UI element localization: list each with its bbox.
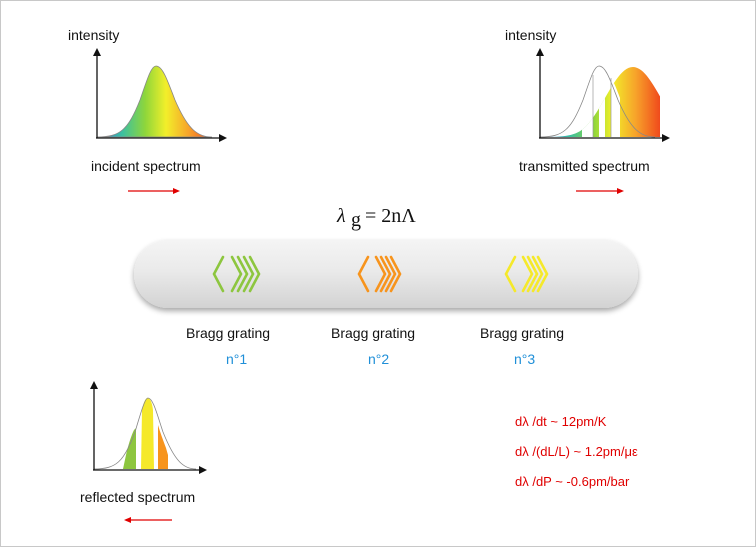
reflected-caption: reflected spectrum xyxy=(80,489,195,505)
bragg-grating-3-marker xyxy=(504,255,549,293)
bragg-equation: λ g = 2nΛ xyxy=(336,205,416,231)
grating-1-number: n°1 xyxy=(226,351,247,367)
grating-2-number: n°2 xyxy=(368,351,389,367)
reflected-peak-orange xyxy=(158,425,168,469)
transmitted-spectrum-plot: intensity transmitted spectrum xyxy=(505,27,670,194)
equation-lambda: λ xyxy=(336,205,346,227)
incident-caption: incident spectrum xyxy=(91,158,201,174)
transmitted-notch-3 xyxy=(611,78,620,137)
incident-spectrum-curve xyxy=(96,65,213,138)
reflected-envelope-curve xyxy=(93,397,197,470)
bragg-grating-1-marker xyxy=(212,255,261,293)
transmitted-axis-label: intensity xyxy=(505,27,556,43)
transmitted-arrow-head xyxy=(617,188,624,194)
reflected-spectrum-plot: reflected spectrum xyxy=(80,381,207,523)
transmitted-notch-1 xyxy=(582,75,593,137)
transmitted-caption: transmitted spectrum xyxy=(519,158,650,174)
reflected-arrow-head xyxy=(124,517,131,523)
sensitivity-temperature: dλ /dt ~ 12pm/K xyxy=(515,414,607,429)
equation-subscript: g xyxy=(351,209,361,231)
sensitivity-list: dλ /dt ~ 12pm/K dλ /(dL/L) ~ 1.2pm/με dλ… xyxy=(515,414,638,489)
incident-arrow-head xyxy=(173,188,180,194)
bragg-grating-2-marker xyxy=(357,255,402,293)
grating-3-number: n°3 xyxy=(514,351,535,367)
grating-2-label: Bragg grating xyxy=(331,325,415,341)
transmitted-notch-2 xyxy=(599,70,605,137)
reflected-peak-yellow xyxy=(141,398,154,469)
equation-rhs: = 2nΛ xyxy=(365,205,416,227)
incident-axis-label: intensity xyxy=(68,27,119,43)
grating-1-label: Bragg grating xyxy=(186,325,270,341)
incident-spectrum-plot: intensity incident spectrum xyxy=(68,27,227,194)
grating-3-label: Bragg grating xyxy=(480,325,564,341)
sensitivity-strain: dλ /(dL/L) ~ 1.2pm/με xyxy=(515,444,638,459)
sensitivity-pressure: dλ /dP ~ -0.6pm/bar xyxy=(515,474,630,489)
transmitted-envelope-curve xyxy=(539,65,656,138)
